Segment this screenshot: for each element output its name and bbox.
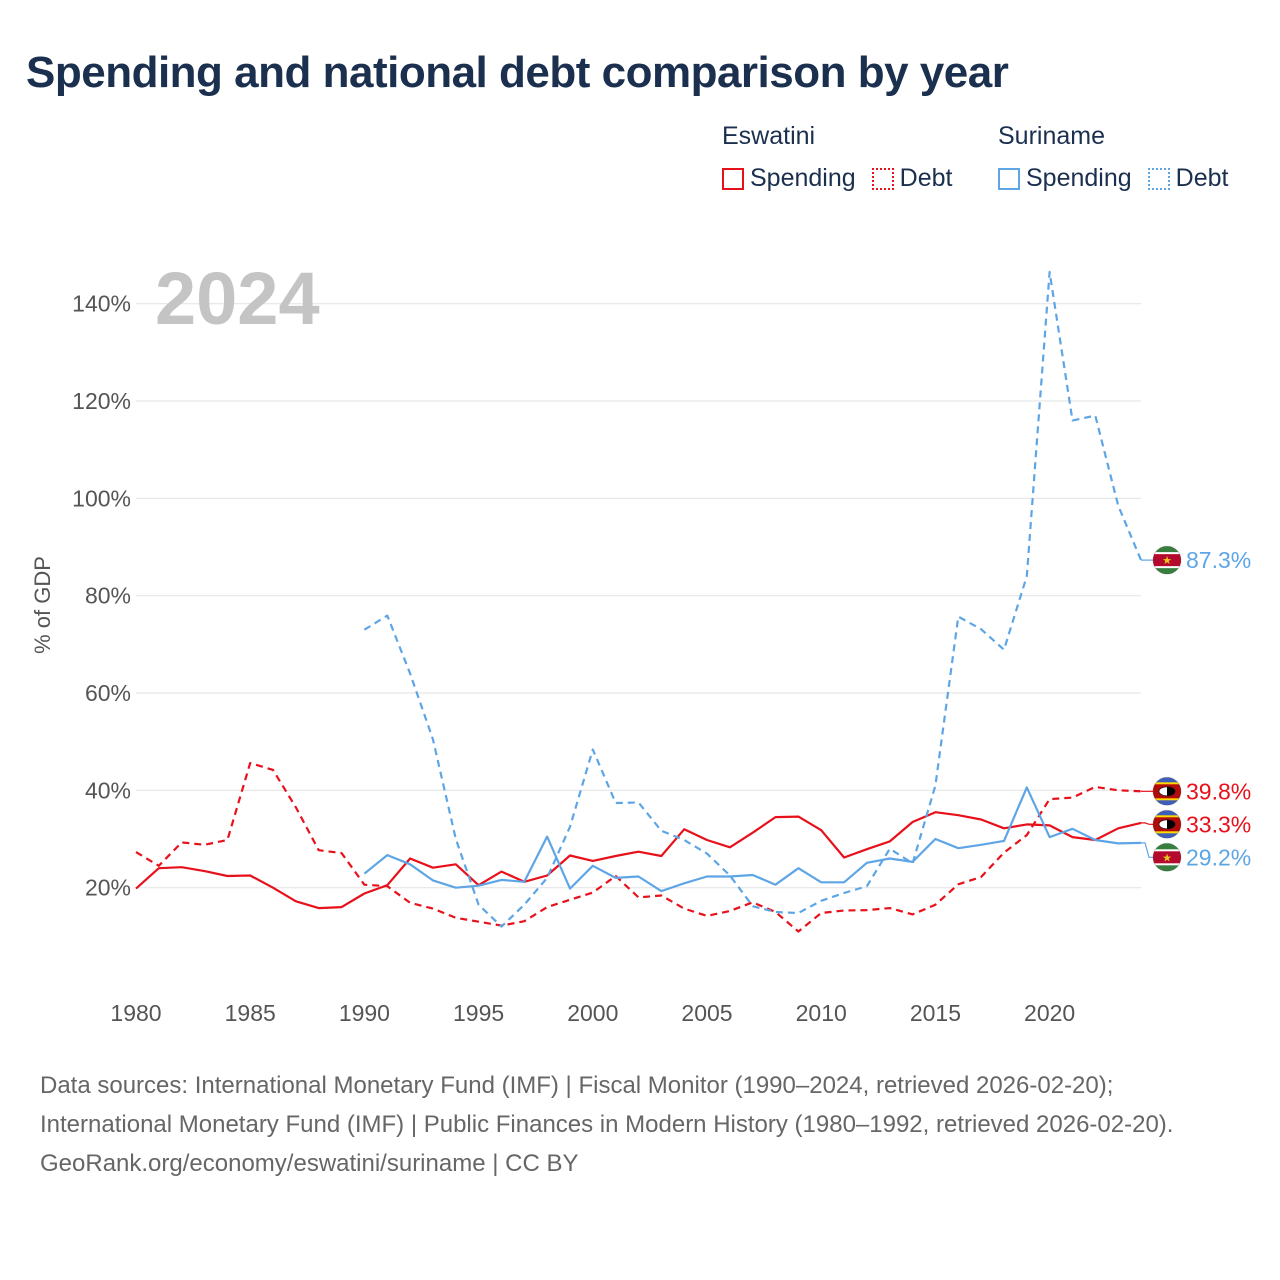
x-tick-label: 2005 — [681, 1000, 732, 1026]
x-tick-label: 2020 — [1024, 1000, 1075, 1026]
x-tick-label: 1995 — [453, 1000, 504, 1026]
legend-eswatini-debt-label: Debt — [899, 164, 953, 192]
x-tick-label: 2000 — [567, 1000, 618, 1026]
svg-text:★: ★ — [1162, 852, 1172, 864]
legend-suriname-title: Suriname — [998, 122, 1105, 150]
series-line-suriname-debt — [363, 270, 1143, 928]
chart-area: 20% 40% 60% 80% 100% 120% 140% 1980 1985 1990 199… — [30, 257, 1251, 1026]
flag-eswatini-icon — [1152, 776, 1182, 806]
legend-eswatini-title: Eswatini — [722, 122, 816, 150]
svg-text:★: ★ — [1162, 555, 1172, 567]
flag-suriname-icon: ★ — [1152, 842, 1182, 872]
legend-suriname-spending-label: Spending — [1026, 164, 1132, 192]
x-tick-label: 2015 — [910, 1000, 961, 1026]
data-sources: Data sources: International Monetary Fun… — [40, 1072, 1174, 1138]
y-axis-label: % of GDP — [30, 556, 55, 654]
legend-eswatini-spending[interactable]: Spending — [722, 164, 856, 193]
end-label-suriname-spending: 29.2% — [1186, 844, 1251, 870]
legend-swatch-eswatini-spending — [722, 167, 744, 190]
credit-link[interactable]: GeoRank.org/economy/eswatini/suriname | … — [40, 1150, 579, 1177]
end-label-suriname-debt: 87.3% — [1186, 547, 1251, 573]
y-tick-label: 100% — [72, 485, 131, 511]
x-tick-label: 1990 — [339, 1000, 390, 1026]
y-tick-label: 40% — [85, 777, 131, 803]
end-connector-suriname-spending — [1141, 842, 1154, 858]
series-line-eswatini-spending — [135, 811, 1142, 910]
x-tick-label: 2010 — [796, 1000, 847, 1026]
y-tick-label: 80% — [85, 583, 131, 609]
gridlines — [136, 303, 1141, 889]
y-axis: 20% 40% 60% 80% 100% 120% 140% — [72, 291, 131, 901]
y-tick-label: 120% — [72, 388, 131, 414]
flag-suriname-icon: ★ — [1152, 545, 1182, 575]
legend-swatch-suriname-spending — [998, 167, 1020, 190]
end-label-eswatini-spending: 33.3% — [1186, 811, 1251, 837]
end-label-eswatini-debt: 39.8% — [1186, 778, 1251, 804]
x-tick-label: 1985 — [225, 1000, 276, 1026]
legend-suriname-spending[interactable]: Spending — [998, 164, 1132, 193]
y-tick-label: 140% — [72, 291, 131, 317]
legend-eswatini-debt[interactable]: Debt — [871, 164, 953, 193]
x-axis: 1980 1985 1990 1995 2000 2005 2010 2015 2020 — [110, 1000, 1075, 1026]
series-lines — [135, 270, 1143, 933]
end-connector-eswatini-spending — [1141, 822, 1154, 825]
flag-eswatini-icon — [1152, 809, 1182, 839]
y-tick-label: 20% — [85, 875, 131, 901]
series-line-eswatini-debt — [135, 761, 1142, 933]
legend-suriname-debt-label: Debt — [1175, 164, 1229, 192]
legend-swatch-suriname-debt — [1147, 167, 1170, 190]
legend-swatch-eswatini-debt — [871, 167, 894, 190]
legend-suriname: Suriname Spending Debt — [998, 122, 1228, 193]
end-labels: ★ 87.3% 39.8% 33.3% ★ 29.2% — [1141, 545, 1251, 872]
legend-eswatini-spending-label: Spending — [750, 164, 856, 192]
legend-suriname-debt[interactable]: Debt — [1147, 164, 1229, 193]
year-watermark: 2024 — [155, 257, 320, 340]
y-tick-label: 60% — [85, 680, 131, 706]
x-tick-label: 1980 — [110, 1000, 161, 1026]
legend-eswatini: Eswatini Spending Debt — [722, 122, 952, 193]
footer: Data sources: International Monetary Fun… — [40, 1066, 1250, 1183]
series-line-suriname-spending — [363, 786, 1142, 893]
chart-title: Spending and national debt comparison by… — [26, 48, 1009, 97]
